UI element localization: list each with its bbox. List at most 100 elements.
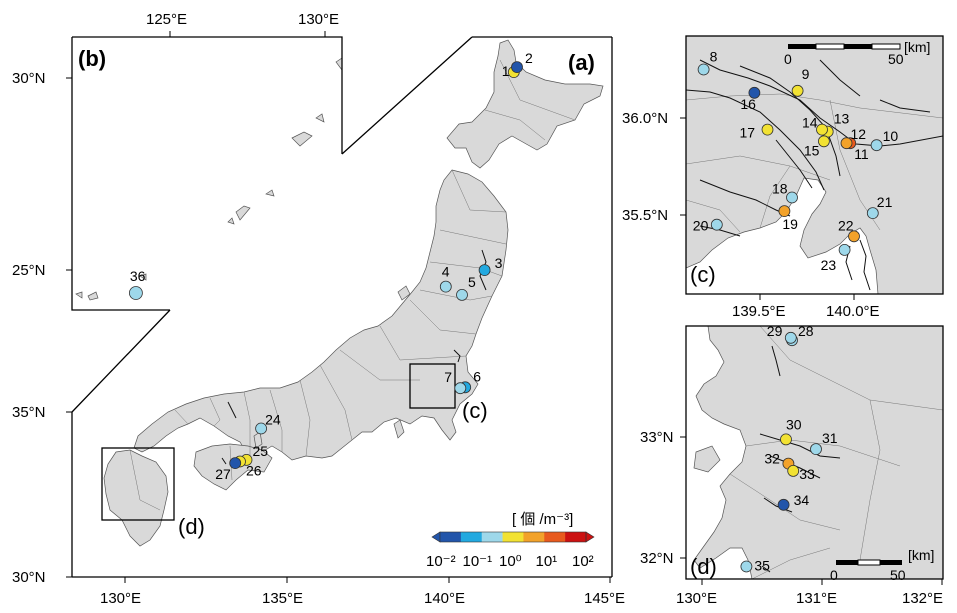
site-label-3: 3	[495, 255, 503, 271]
legend-arrow-low	[431, 531, 441, 543]
panel-a-map	[103, 39, 604, 547]
panel-a-lon-tick-140: 140°E	[424, 590, 465, 607]
site-marker-14	[816, 123, 828, 136]
site-marker-24	[255, 422, 268, 435]
legend-swatch-1	[440, 532, 462, 542]
amakusa-island	[693, 445, 721, 473]
legend-swatch-2	[460, 532, 483, 542]
legend-swatch-4	[502, 532, 524, 542]
site-label-31: 31	[822, 430, 838, 446]
site-marker-4	[439, 280, 452, 293]
panel-c-scale-zero: 0	[784, 51, 792, 67]
kyushu-landmass	[103, 449, 169, 547]
panel-c-rivers	[686, 59, 943, 291]
legend-swatch-3	[481, 532, 503, 542]
site-marker-17	[761, 123, 774, 136]
legend: [ 個 /m⁻³] 10⁻² 10⁻¹ 10⁰ 10¹ 10²	[426, 511, 595, 570]
site-label-6: 6	[473, 368, 481, 384]
site-marker-18	[786, 191, 798, 204]
site-label-24: 24	[265, 412, 281, 428]
panel-b-frame-left	[71, 37, 170, 311]
site-marker-34	[777, 498, 790, 511]
site-label-26: 26	[246, 463, 262, 479]
prefecture-borders	[129, 59, 576, 511]
region-box-d	[101, 447, 175, 521]
site-label-1: 1	[502, 63, 510, 79]
site-marker-27	[229, 457, 242, 470]
site-marker-30	[780, 433, 792, 446]
miyako-island	[139, 273, 147, 281]
site-label-10: 10	[883, 128, 899, 144]
site-label-7: 7	[444, 369, 452, 385]
panel-d-scale-unit: [km]	[908, 547, 934, 563]
legend-title: [ 個 /m⁻³]	[512, 511, 573, 528]
hokkaido-landmass	[446, 39, 604, 169]
site-marker-7	[454, 382, 467, 395]
kyushu-edge	[335, 57, 342, 71]
panel-c-scale-bar: 0 50 [km]	[784, 39, 930, 67]
site-marker-8	[697, 63, 710, 76]
panel-b-lon-tick-125: 125°E	[146, 11, 187, 28]
site-label-27: 27	[215, 466, 231, 482]
panel-c-map	[686, 36, 943, 294]
panel-d-scale-zero: 0	[830, 567, 838, 583]
panel-c-lat-tick-36: 36.0°N	[622, 110, 668, 127]
panel-b-lat-tick-30: 30°N	[12, 70, 46, 87]
panel-d-lon-tick-132: 132°E	[902, 590, 943, 607]
legend-tick-label: 10²	[572, 553, 594, 570]
site-marker-12	[840, 137, 853, 150]
site-marker-22	[848, 230, 860, 243]
site-marker-20	[710, 218, 723, 231]
site-marker-10	[870, 139, 883, 152]
legend-swatch-7	[565, 532, 587, 542]
site-marker-3	[478, 264, 491, 277]
panel-b: 125°E 130°E 30°N 25°N (b)	[12, 11, 343, 311]
site-label-36: 36	[130, 268, 146, 284]
legend-tick-label: 10⁰	[499, 553, 522, 570]
panel-c-scale-fifty: 50	[888, 51, 904, 67]
izu-peninsula	[393, 419, 405, 439]
panel-a-lat-tick-35: 35°N	[12, 404, 46, 421]
site-label-30: 30	[786, 416, 802, 432]
panel-c-lon-tick-140: 140.0°E	[826, 303, 880, 320]
panel-d-box-label: (d)	[178, 514, 205, 539]
site-label-22: 22	[838, 217, 854, 233]
site-marker-9	[791, 84, 804, 97]
panel-b-ticks	[66, 31, 326, 271]
site-label-5: 5	[468, 274, 476, 290]
panel-d-lon-tick-130: 130°E	[676, 590, 717, 607]
legend-colorbar	[431, 531, 595, 543]
panel-b-lon-tick-130: 130°E	[298, 11, 339, 28]
site-label-18: 18	[772, 181, 788, 197]
site-label-9: 9	[802, 66, 810, 82]
legend-outline	[439, 531, 587, 543]
panel-c-lat-tick-35-5: 35.5°N	[622, 207, 668, 224]
panel-a: 130°E 135°E 140°E 145°E 30°N 35°N (a) (c…	[12, 36, 625, 607]
panel-a-lon-tick-130: 130°E	[100, 590, 141, 607]
site-label-20: 20	[693, 218, 709, 234]
panel-b-map	[75, 57, 342, 301]
site-label-14: 14	[802, 115, 818, 131]
panel-d-lat-tick-33: 33°N	[640, 429, 674, 446]
panel-a-ticks	[66, 411, 611, 583]
panel-b-inset-outline-lower	[71, 309, 171, 413]
panel-a-lat-tick-30: 30°N	[12, 569, 46, 586]
legend-tick-labels: 10⁻² 10⁻¹ 10⁰ 10¹ 10²	[426, 553, 594, 570]
panel-b-lat-tick-25: 25°N	[12, 262, 46, 279]
panel-d-scale-fifty: 50	[890, 567, 906, 583]
site-marker-16	[748, 86, 761, 99]
site-label-15: 15	[804, 142, 820, 158]
panel-d-lon-tick-131: 131°E	[796, 590, 837, 607]
site-marker-21	[866, 207, 879, 220]
site-label-17: 17	[740, 125, 756, 141]
site-label-25: 25	[253, 443, 269, 459]
legend-tick-label: 10⁻¹	[463, 553, 493, 570]
site-label-2: 2	[525, 50, 533, 66]
site-marker-5	[456, 288, 468, 301]
panel-c-label: (c)	[690, 262, 716, 287]
site-marker-36	[128, 286, 143, 300]
panel-d-label: (d)	[690, 554, 717, 579]
amami-island	[315, 113, 325, 123]
site-label-8: 8	[710, 49, 718, 65]
panel-b-inset-outline	[341, 36, 473, 155]
